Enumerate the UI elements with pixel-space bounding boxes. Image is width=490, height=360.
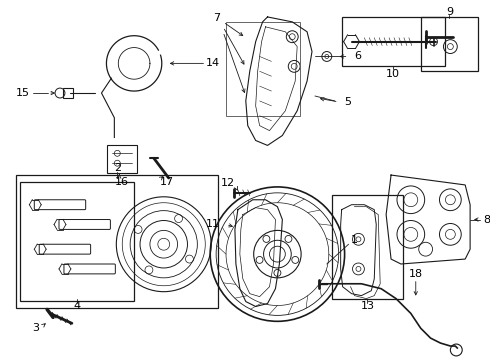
FancyBboxPatch shape bbox=[34, 200, 86, 210]
Text: 17: 17 bbox=[160, 177, 174, 187]
FancyBboxPatch shape bbox=[39, 244, 91, 254]
Text: 11: 11 bbox=[206, 220, 220, 229]
Bar bbox=[107, 145, 137, 173]
Bar bbox=[63, 88, 73, 98]
Text: 12: 12 bbox=[221, 178, 235, 188]
Text: 5: 5 bbox=[344, 97, 352, 107]
Text: 18: 18 bbox=[409, 269, 423, 279]
Text: 15: 15 bbox=[16, 88, 29, 98]
Text: 13: 13 bbox=[360, 301, 374, 311]
FancyBboxPatch shape bbox=[64, 264, 115, 274]
Bar bbox=[342, 17, 445, 66]
Text: 16: 16 bbox=[115, 177, 129, 187]
Text: 14: 14 bbox=[206, 58, 220, 68]
Bar bbox=[21, 182, 134, 301]
Text: 3: 3 bbox=[32, 323, 39, 333]
FancyBboxPatch shape bbox=[59, 220, 110, 229]
Text: 10: 10 bbox=[386, 69, 400, 79]
Bar bbox=[226, 22, 300, 116]
Text: 2: 2 bbox=[114, 163, 121, 173]
Bar bbox=[16, 175, 218, 309]
Bar bbox=[332, 195, 403, 298]
Text: 7: 7 bbox=[213, 13, 220, 23]
Bar bbox=[421, 17, 478, 71]
Text: 9: 9 bbox=[446, 7, 453, 17]
Text: 6: 6 bbox=[354, 51, 362, 62]
Text: 8: 8 bbox=[483, 215, 490, 225]
Text: 4: 4 bbox=[73, 301, 80, 311]
Text: 1: 1 bbox=[351, 235, 358, 245]
